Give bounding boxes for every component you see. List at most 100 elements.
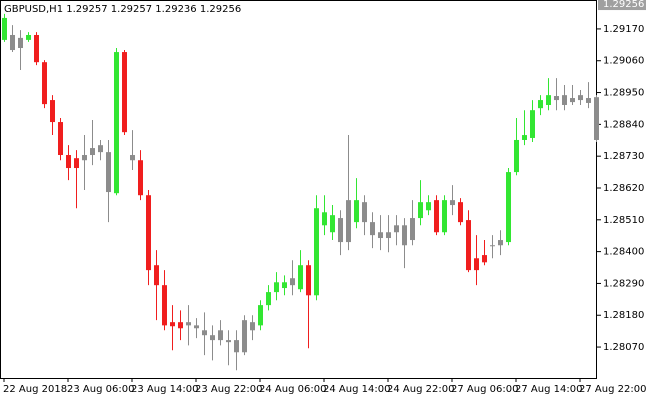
candle-body [202,330,207,336]
candle-body [234,340,239,353]
current-price-label: 1.29256 [603,0,644,10]
candle-body [298,265,303,290]
x-tick-label: 27 Aug 14:00 [515,384,582,395]
candle-body [170,322,175,327]
candle-body [570,98,575,103]
y-tick-label: 1.29170 [603,24,644,35]
candle-body [10,34,15,51]
x-tick-label: 27 Aug 22:00 [579,384,646,395]
y-tick-label: 1.28180 [603,310,644,321]
candle-body [274,282,279,293]
candle-body [282,282,287,289]
candle-body [58,122,63,156]
y-tick-label: 1.28510 [603,215,644,226]
x-tick-label: 23 Aug 06:00 [67,384,134,395]
candle-body [578,95,583,101]
candle-body [562,95,567,105]
candle-body [314,208,319,296]
candle-body [362,202,367,223]
candle-body [186,322,191,326]
candle-body [330,215,335,233]
candle-body [226,340,231,343]
candle-body [34,34,39,63]
candle-body [266,292,271,306]
candle-body [402,225,407,246]
candle-body [386,232,391,239]
y-tick-label: 1.28950 [603,88,644,99]
candle-body [434,200,439,233]
candle-body [426,202,431,211]
candle-body [66,155,71,169]
candle-body [370,222,375,236]
candle-body [42,62,47,105]
candle-body [586,98,591,103]
candle-body [130,155,135,161]
plot-frame [0,0,597,379]
candle-body [138,160,143,196]
candle-body [50,100,55,123]
candle-body [378,232,383,239]
y-tick-label: 1.28620 [603,183,644,194]
candle-body [2,17,7,40]
candle-body [450,200,455,206]
candle-body [490,245,495,247]
candle-body [354,200,359,223]
candle-body [522,135,527,140]
x-tick-label: 27 Aug 06:00 [451,384,518,395]
candle-body [498,240,503,246]
y-tick-label: 1.29060 [603,56,644,67]
candle-body [162,285,167,326]
candle-body [218,330,223,341]
candle-body [442,200,447,233]
candle-body [82,155,87,161]
x-tick-label: 24 Aug 22:00 [387,384,454,395]
chart-title: GBPUSD,H1 1.29257 1.29257 1.29236 1.2925… [4,4,241,15]
candle-body [146,195,151,271]
candle-body [482,255,487,263]
candle-body [154,265,159,286]
candle-body [530,110,535,138]
candle-body [322,212,327,226]
candle-body [506,172,511,243]
candle-body [18,37,23,49]
candle-body [306,265,311,296]
candle-body [106,152,111,193]
candle-body [258,305,263,326]
candle-body [594,97,599,140]
y-tick-label: 1.28730 [603,151,644,162]
candle-body [410,218,415,241]
candle-body [466,220,471,271]
x-tick-label: 23 Aug 14:00 [131,384,198,395]
candle-body [514,139,519,173]
x-tick-label: 22 Aug 2018 [3,384,67,395]
candle-body [114,52,119,194]
candle-body [178,322,183,329]
candle-body [194,325,199,329]
candle-body [394,225,399,233]
candle-body [554,96,559,101]
candle-body [418,202,423,219]
candle-body [74,158,79,169]
x-tick-label: 23 Aug 22:00 [195,384,262,395]
candle-body [90,148,95,156]
candle-body [474,258,479,271]
x-tick-label: 24 Aug 14:00 [323,384,390,395]
candle-body [26,34,31,40]
candle-body [458,202,463,223]
y-tick-label: 1.28290 [603,278,644,289]
candle-body [122,52,127,133]
candle-body [242,320,247,353]
candle-body [538,100,543,109]
candle-body [546,95,551,105]
candle-body [290,278,295,286]
candle-body [210,335,215,341]
candle-body [338,218,343,243]
candle-body [98,145,103,153]
price-box [598,0,646,11]
y-tick-label: 1.28400 [603,247,644,258]
candle-body [250,322,255,331]
y-tick-label: 1.28840 [603,119,644,130]
x-tick-label: 24 Aug 06:00 [259,384,326,395]
